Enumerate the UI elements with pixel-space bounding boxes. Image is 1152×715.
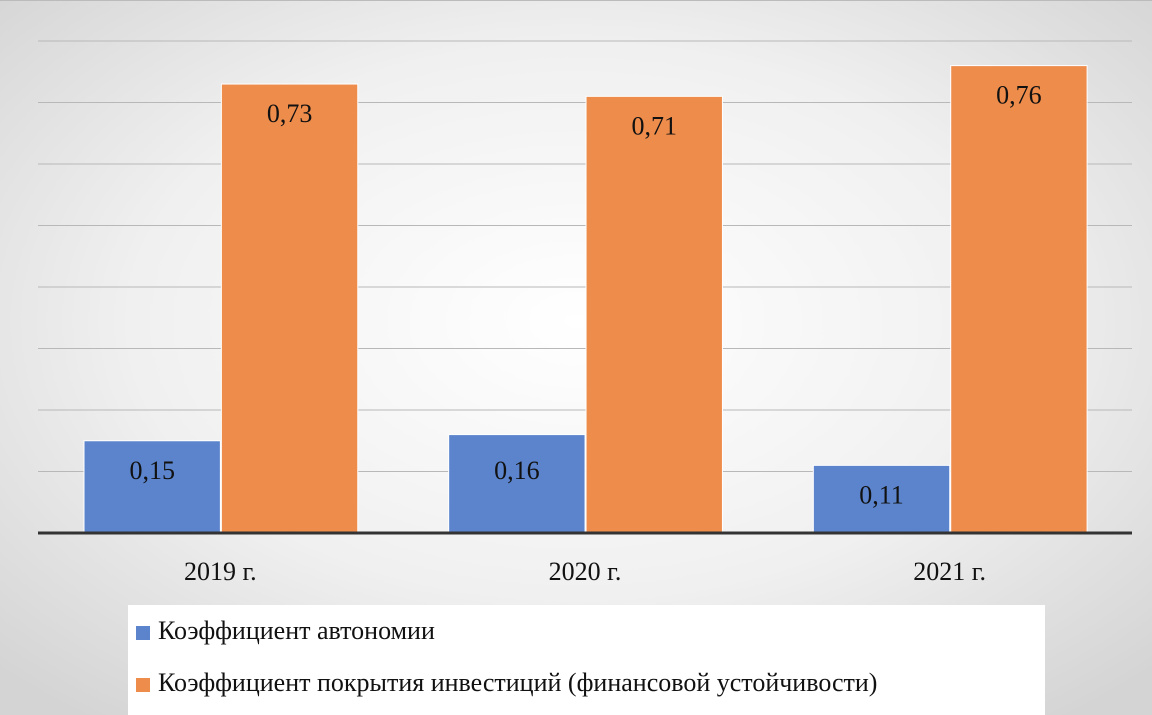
data-label: 0,15 bbox=[129, 456, 175, 485]
data-label: 0,76 bbox=[996, 81, 1042, 110]
legend-marker bbox=[136, 626, 150, 640]
data-label: 0,71 bbox=[631, 111, 677, 140]
x-tick-label: 2021 г. bbox=[913, 557, 986, 586]
bar bbox=[220, 83, 359, 534]
legend-label: Коэффициент автономии bbox=[158, 616, 435, 645]
legend-label: Коэффициент покрытия инвестиций (финансо… bbox=[158, 668, 877, 697]
bar bbox=[448, 434, 586, 534]
bar bbox=[83, 440, 221, 534]
x-tick-label: 2020 г. bbox=[549, 557, 622, 586]
data-label: 0,16 bbox=[494, 456, 540, 485]
legend-box bbox=[128, 605, 1045, 715]
data-label: 0,73 bbox=[267, 99, 313, 128]
data-label: 0,11 bbox=[859, 480, 904, 509]
x-tick-label: 2019 г. bbox=[184, 557, 257, 586]
bar bbox=[585, 95, 723, 534]
legend-marker bbox=[136, 678, 150, 692]
bar bbox=[950, 65, 1088, 534]
